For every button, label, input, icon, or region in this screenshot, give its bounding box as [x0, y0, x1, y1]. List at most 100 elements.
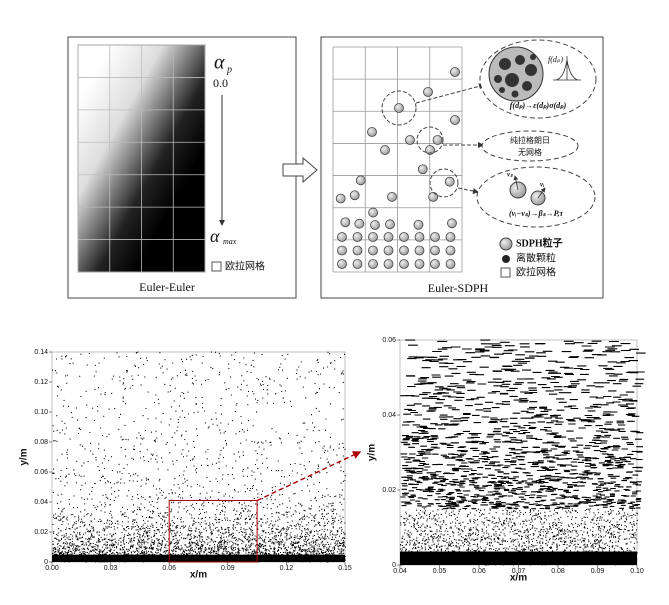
velocity-arrow — [537, 187, 546, 199]
sdph-particles — [335, 67, 460, 269]
sdph-particle — [354, 218, 365, 229]
x-tick-label: 0.15 — [338, 565, 352, 572]
formula: vᵢ — [540, 181, 544, 189]
sdph-particle — [445, 245, 456, 256]
sdph-particle — [368, 232, 378, 242]
legend-swatch — [499, 237, 513, 251]
sdph-particle — [413, 219, 424, 230]
sdph-particle — [352, 259, 363, 269]
panel-frame — [320, 36, 604, 299]
legend-label: 欧拉网格 — [225, 259, 265, 272]
x-tick-label: 0.09 — [591, 568, 605, 575]
sdph-particle — [387, 191, 397, 202]
sdph-particle — [370, 220, 380, 230]
sdph-particle — [340, 217, 351, 228]
sdph-particle — [335, 193, 346, 204]
y-axis-label: y/m — [367, 444, 378, 461]
sdph-particle — [368, 207, 379, 218]
sdph-particle — [337, 245, 347, 256]
y-tick-label: 0.08 — [34, 439, 48, 446]
x-tick-label: 0.05 — [433, 568, 447, 575]
y-axis-label: y/m — [19, 448, 30, 465]
legend-label: 欧拉网格 — [516, 265, 556, 278]
transition-arrow — [282, 156, 318, 184]
sdph-particle — [430, 245, 440, 256]
y-tick-label: 0 — [44, 559, 48, 566]
sdph-particle — [430, 232, 440, 242]
y-tick-label: 0.12 — [34, 379, 48, 386]
sdph-particle — [405, 135, 415, 145]
sdph-particle — [368, 259, 378, 269]
zoom-arrow — [256, 451, 362, 502]
x-tick-label: 0.04 — [393, 568, 407, 575]
sdph-particle — [414, 232, 425, 242]
legend-label: 离散颗粒 — [516, 251, 556, 264]
sdph-particle — [447, 218, 457, 229]
zoom-box — [168, 500, 258, 563]
sdph-particle — [423, 87, 433, 97]
plots: 0.00 0.03 0.06 0.09 0.12 0.15 0 0.02 0.04 0.06 0.0… — [19, 337, 646, 584]
x-tick-label: 0.00 — [45, 565, 59, 572]
x-tick-label: 0.08 — [551, 568, 565, 575]
callout-text: 无网格 — [518, 147, 542, 157]
alpha-symbol: α — [214, 52, 225, 74]
y-tick-label: 0.10 — [34, 409, 48, 416]
sdph-particle — [428, 191, 439, 202]
callout-text: 纯拉格朗日 — [510, 135, 550, 145]
sdph-particle — [367, 127, 377, 137]
particle-texture — [52, 351, 346, 563]
sdph-particle — [432, 135, 443, 145]
y-tick-label: 0.06 — [34, 469, 48, 476]
panel-title: Euler-Euler — [139, 280, 195, 294]
x-tick-label: 0.12 — [280, 565, 294, 572]
sdph-particle — [445, 259, 456, 269]
legend-label: SDPH粒子 — [516, 236, 563, 249]
sdph-particle — [383, 245, 394, 256]
x-tick-label: 0.06 — [472, 568, 486, 575]
sdph-particle — [450, 67, 460, 77]
y-tick-label: 0.06 — [382, 337, 396, 344]
formula: f(dₚ) — [548, 55, 563, 64]
discrete-particles — [494, 54, 537, 98]
focus-circle — [381, 90, 417, 126]
panel-title: Euler-SDPH — [428, 281, 489, 295]
sdph-particle — [414, 259, 425, 269]
y-tick-label: 0.02 — [382, 487, 396, 494]
x-tick-label: 0.09 — [221, 565, 235, 572]
y-tick-label: 0.04 — [382, 412, 396, 419]
sdph-particle — [444, 176, 455, 187]
sdph-particle — [414, 245, 425, 256]
formula: (vᵢ−vₛ)→βₛ→P,τ — [509, 209, 564, 218]
x-axis-label: x/m — [190, 570, 207, 581]
euler-grid — [332, 46, 463, 273]
bed-layer — [400, 551, 637, 565]
focus-circle — [429, 168, 459, 198]
alpha-sub: p — [226, 64, 232, 75]
callout-ellipse — [481, 130, 579, 162]
legend-swatch — [211, 261, 222, 272]
sdph-particle — [399, 245, 409, 256]
y-tick-label: 0.02 — [34, 529, 48, 536]
bed-layer — [52, 554, 345, 562]
particle-texture — [400, 339, 646, 566]
legend-swatch — [500, 267, 511, 278]
y-tick-label: 0.14 — [34, 349, 48, 356]
sdph-particle — [337, 232, 347, 242]
sdph-particle — [450, 115, 460, 125]
x-axis-label: x/m — [510, 573, 527, 584]
sdph-particle — [383, 259, 394, 269]
velocity-arrow — [513, 175, 519, 191]
sdph-particle — [394, 103, 404, 113]
x-tick-label: 0.06 — [162, 565, 176, 572]
sdph-particle — [399, 259, 409, 269]
focus-circle — [416, 126, 444, 154]
distribution-curve — [553, 56, 581, 81]
sdph-particle — [337, 259, 347, 269]
sdph-particle — [417, 164, 428, 175]
sdph-particle — [349, 190, 360, 201]
sdph-particle — [399, 232, 409, 242]
x-tick-label: 0.10 — [630, 568, 644, 575]
y-tick-label: 0 — [392, 562, 396, 569]
alpha-value: 0.0 — [213, 76, 228, 90]
